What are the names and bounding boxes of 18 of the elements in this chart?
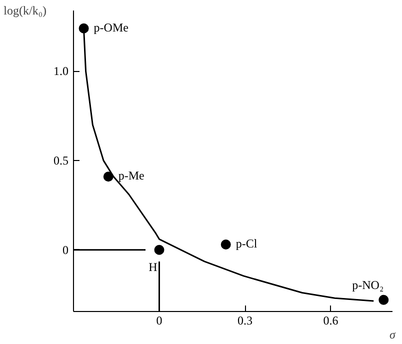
- annotation: p-NO₂: [352, 278, 384, 292]
- annotation: p-OMe: [94, 20, 128, 34]
- x-tick-label: 0: [156, 314, 162, 328]
- point: [103, 172, 114, 182]
- x-tick-label: 0.6: [323, 314, 338, 328]
- x-tick-label: 0.3: [238, 314, 253, 328]
- annotation: H: [148, 260, 158, 274]
- annotation: p-Cl: [236, 236, 258, 251]
- point: [154, 244, 164, 255]
- x-axis-title: σ: [390, 328, 397, 342]
- point: [378, 294, 389, 305]
- annotation: p-Me: [118, 168, 144, 183]
- y-tick-label: 0.5: [54, 154, 68, 168]
- y-tick-label: 1.0: [54, 64, 68, 78]
- point: [78, 23, 89, 34]
- y-axis-title: log(k/k₀): [4, 4, 47, 18]
- point: [220, 240, 231, 250]
- y-tick-label: 0: [62, 242, 68, 257]
